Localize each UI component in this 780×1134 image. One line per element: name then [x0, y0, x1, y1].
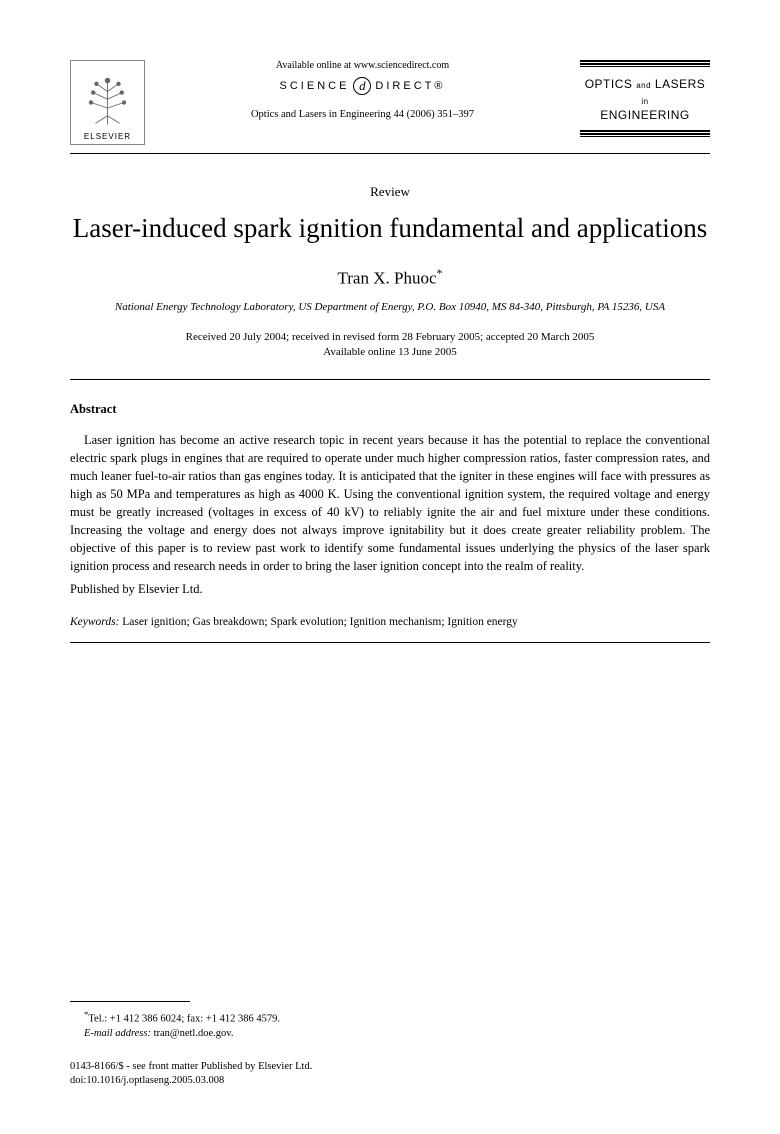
keywords-label: Keywords: [70, 616, 119, 628]
author-text: Tran X. Phuoc [337, 268, 436, 287]
sciencedirect-right: DIRECT® [375, 80, 445, 92]
journal-word-lasers: LASERS [655, 77, 705, 91]
abstract-top-divider [70, 379, 710, 380]
copyright: 0143-8166/$ - see front matter Published… [70, 1060, 710, 1089]
dates-line1: Received 20 July 2004; received in revis… [186, 331, 595, 343]
email-value: tran@netl.doe.gov. [154, 1028, 234, 1039]
author-marker: * [437, 266, 443, 280]
abstract-body: Laser ignition has become an active rese… [70, 431, 710, 576]
dates-line2: Available online 13 June 2005 [323, 346, 457, 358]
author-name: Tran X. Phuoc* [70, 266, 710, 289]
publisher-line: Published by Elsevier Ltd. [70, 580, 710, 598]
affiliation: National Energy Technology Laboratory, U… [70, 300, 710, 315]
elsevier-logo: ELSEVIER [70, 60, 145, 145]
footnote-contact-text: Tel.: +1 412 386 6024; fax: +1 412 386 4… [88, 1013, 280, 1024]
center-header: Available online at www.sciencedirect.co… [145, 60, 580, 120]
article-dates: Received 20 July 2004; received in revis… [70, 330, 710, 361]
elsevier-label: ELSEVIER [84, 132, 131, 141]
journal-word-optics: OPTICS [585, 77, 633, 91]
keywords-divider [70, 642, 710, 643]
sciencedirect-logo: SCIENCE d DIRECT® [165, 77, 560, 95]
footer: *Tel.: +1 412 386 6024; fax: +1 412 386 … [70, 1001, 710, 1089]
footnote-email: E-mail address: tran@netl.doe.gov. [70, 1027, 710, 1042]
journal-box: OPTICS and LASERS in ENGINEERING [580, 60, 710, 141]
abstract-heading: Abstract [70, 402, 710, 417]
available-online-text: Available online at www.sciencedirect.co… [165, 60, 560, 71]
journal-word-engineering: ENGINEERING [600, 108, 690, 122]
sciencedirect-left: SCIENCE [280, 80, 350, 92]
copyright-line2: doi:10.1016/j.optlaseng.2005.03.008 [70, 1075, 224, 1086]
article-type: Review [70, 184, 710, 200]
article-title: Laser-induced spark ignition fundamental… [70, 212, 710, 246]
keywords: Keywords: Laser ignition; Gas breakdown;… [70, 616, 710, 628]
footnote-contact: *Tel.: +1 412 386 6024; fax: +1 412 386 … [70, 1008, 710, 1027]
header-divider [70, 153, 710, 154]
elsevier-tree-icon [78, 72, 138, 132]
journal-name: OPTICS and LASERS in ENGINEERING [580, 71, 710, 130]
keywords-list: Laser ignition; Gas breakdown; Spark evo… [122, 616, 518, 628]
sciencedirect-icon: d [353, 77, 371, 95]
copyright-line1: 0143-8166/$ - see front matter Published… [70, 1061, 312, 1072]
journal-word-in: in [641, 97, 648, 106]
footnote-rule [70, 1001, 190, 1002]
header-row: ELSEVIER Available online at www.science… [70, 60, 710, 145]
journal-reference: Optics and Lasers in Engineering 44 (200… [165, 109, 560, 120]
email-label: E-mail address: [84, 1028, 151, 1039]
journal-word-and: and [636, 81, 651, 90]
